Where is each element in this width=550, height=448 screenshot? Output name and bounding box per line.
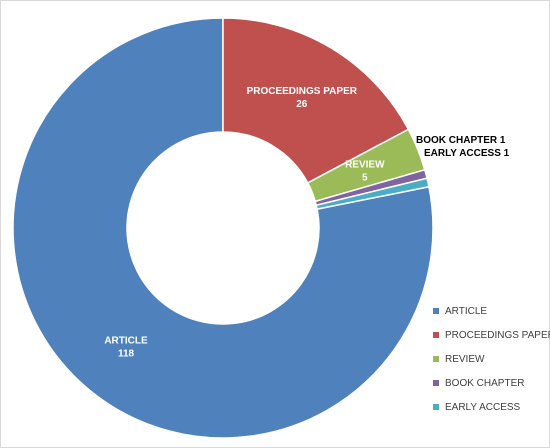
- slice-value-review: 5: [362, 173, 368, 184]
- slice-value-proceedings-paper: 26: [296, 99, 308, 110]
- legend-item-book-chapter: BOOK CHAPTER: [433, 371, 548, 395]
- legend-swatch-review: [433, 356, 439, 362]
- legend-label-article: ARTICLE: [445, 305, 488, 317]
- legend-item-proceedings-paper: PROCEEDINGS PAPER: [433, 323, 550, 347]
- slice-label-book-chapter: BOOK CHAPTER 1: [416, 135, 506, 146]
- slice-article: [12, 17, 434, 439]
- legend-label-book-chapter: BOOK CHAPTER: [445, 377, 525, 389]
- legend-swatch-book-chapter: [433, 380, 439, 386]
- slice-value-article: 118: [118, 348, 135, 359]
- legend-item-early-access: EARLY ACCESS: [433, 395, 548, 419]
- legend-label-review: REVIEW: [445, 353, 485, 365]
- legend-item-article: ARTICLE: [433, 299, 548, 323]
- slice-label-review: REVIEW: [345, 160, 385, 171]
- slice-early-access: [315, 177, 430, 211]
- slice-label-article: ARTICLE: [104, 335, 148, 346]
- slice-label-early-access: EARLY ACCESS 1: [424, 148, 510, 159]
- legend-swatch-proceedings-paper: [433, 332, 439, 338]
- legend-label-proceedings-paper: PROCEEDINGS PAPER: [445, 329, 550, 341]
- slice-label-proceedings-paper: PROCEEDINGS PAPER: [247, 86, 358, 97]
- legend-swatch-early-access: [433, 404, 439, 410]
- slice-proceedings-paper: [222, 17, 410, 184]
- legend-item-review: REVIEW: [433, 347, 548, 371]
- legend: ARTICLE PROCEEDINGS PAPER REVIEW BOOK CH…: [433, 299, 550, 419]
- legend-label-early-access: EARLY ACCESS: [445, 401, 521, 413]
- legend-swatch-article: [433, 308, 439, 314]
